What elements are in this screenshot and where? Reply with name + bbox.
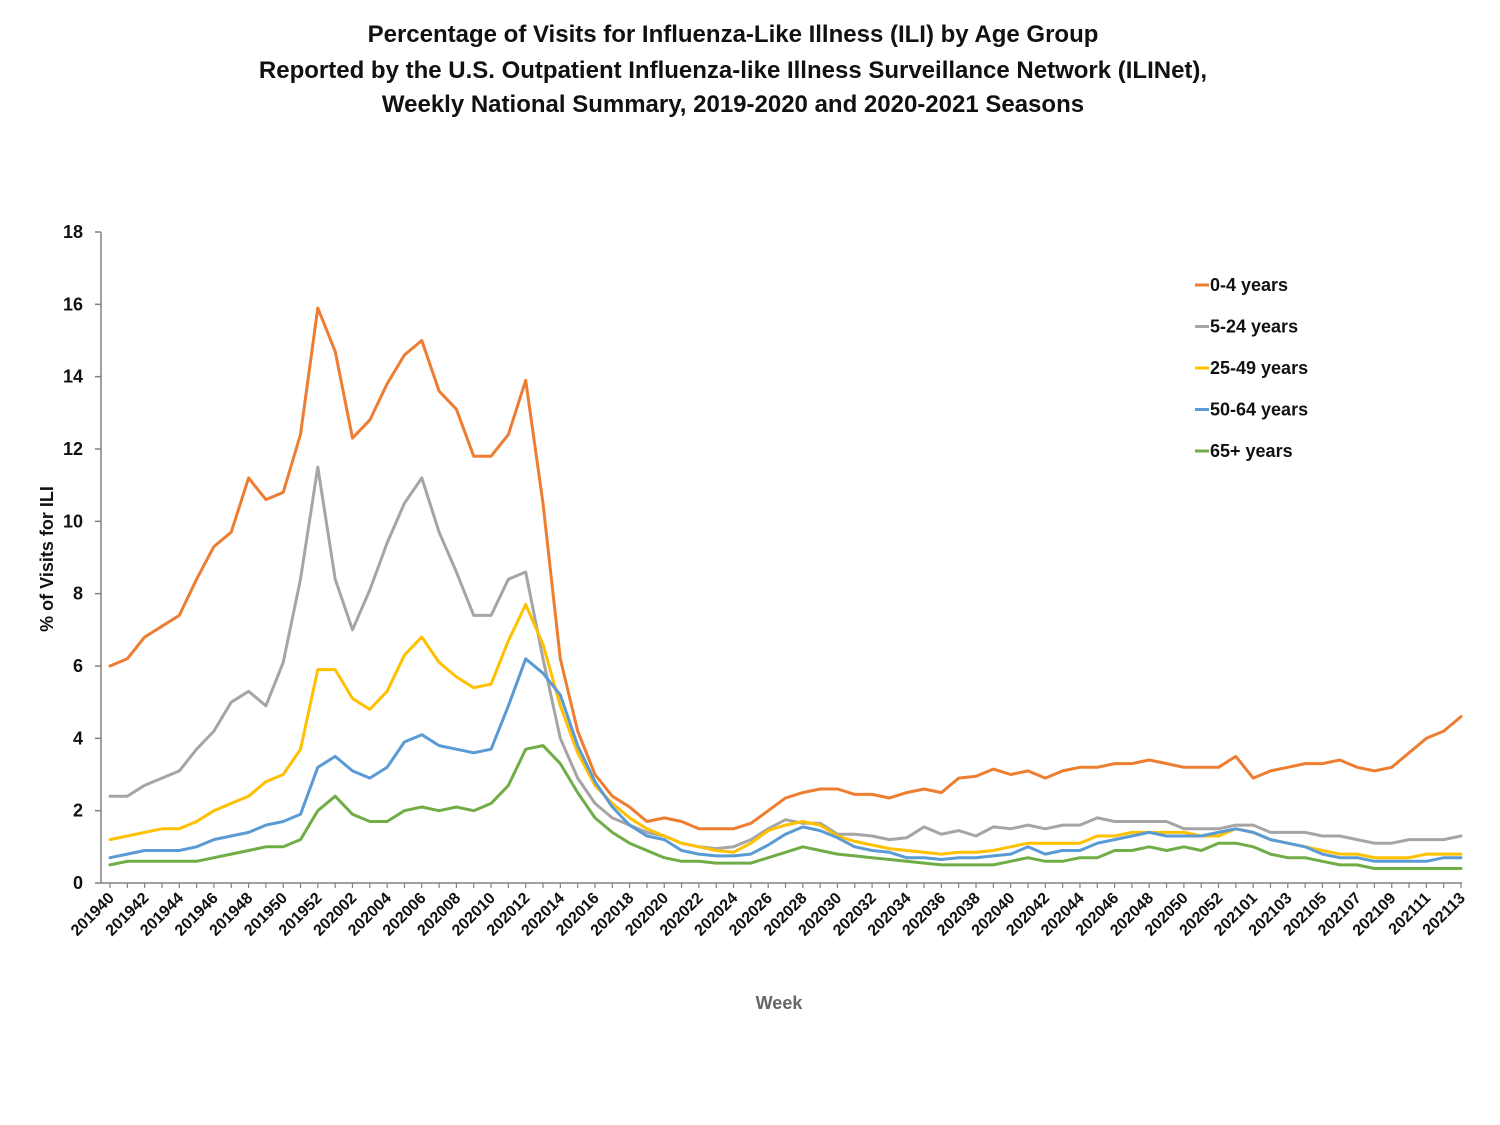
series-line-0-4-years — [108, 306, 1463, 831]
y-tick-label: 0 — [73, 873, 83, 893]
y-tick-label: 12 — [63, 439, 83, 459]
series-lines — [108, 306, 1463, 870]
legend-label: 25-49 years — [1210, 358, 1308, 378]
y-tick-label: 2 — [73, 801, 83, 821]
y-tick-label: 6 — [73, 656, 83, 676]
y-tick-label: 10 — [63, 511, 83, 531]
x-axis-title: Week — [756, 993, 804, 1013]
legend: 0-4 years 5-24 years 25-49 years 50-64 year… — [1195, 275, 1308, 461]
y-tick-label: 18 — [63, 222, 83, 242]
legend-label: 65+ years — [1210, 441, 1293, 461]
title-line-2: Reported by the U.S. Outpatient Influenz… — [259, 57, 1207, 84]
y-tick-label: 14 — [63, 367, 83, 387]
chart-title: Percentage of Visits for Influenza-Like … — [259, 21, 1207, 118]
title-line-1: Percentage of Visits for Influenza-Like … — [368, 21, 1099, 48]
y-tick-label: 8 — [73, 584, 83, 604]
series-line-5-24-years — [108, 465, 1463, 851]
series-line-65-years — [108, 744, 1463, 870]
series-line-50-64-years — [108, 657, 1463, 863]
legend-label: 50-64 years — [1210, 400, 1308, 420]
y-tick-label: 16 — [63, 294, 83, 314]
y-axis-title: % of Visits for ILI — [37, 486, 57, 632]
title-line-3: Weekly National Summary, 2019-2020 and 2… — [382, 91, 1084, 118]
x-axis: 2019402019422019442019462019482019502019… — [68, 882, 1469, 940]
legend-label: 5-24 years — [1210, 317, 1298, 337]
y-axis: 0 2 4 6 8 10 12 14 16 18 — [63, 222, 102, 893]
legend-label: 0-4 years — [1210, 275, 1288, 295]
y-tick-label: 4 — [73, 728, 83, 748]
